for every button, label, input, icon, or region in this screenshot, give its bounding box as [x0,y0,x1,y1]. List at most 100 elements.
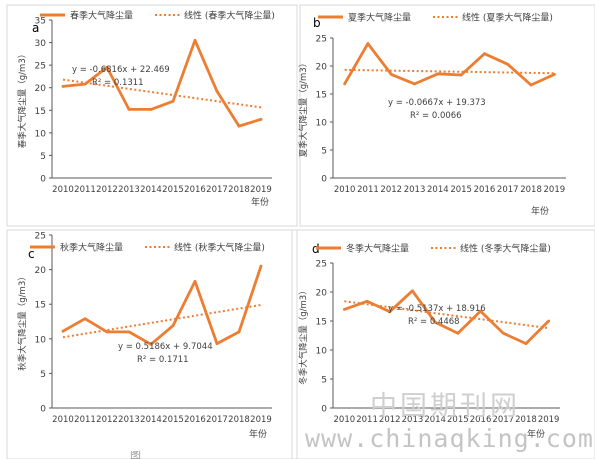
trend-line [344,300,549,330]
y-tick-label: 25 [35,62,46,72]
data-point [366,42,370,45]
data-point [365,299,369,303]
y-tick-label: 15 [35,107,46,117]
legend-label-trend: 线性 (秋季大气降尘量) [174,242,265,254]
data-point [436,72,440,76]
y-tick-label: 15 [316,91,327,101]
data-point [171,324,175,328]
x-axis-title: 年份 [251,196,269,208]
y-tick-label: 20 [35,84,47,94]
data-point [259,117,263,121]
data-point [552,73,556,76]
trend-equation: y = 0.5186x + 9.7044 [118,342,213,352]
data-point [456,331,460,335]
trend-equation: y = -0.5137x + 18.916 [388,304,486,314]
x-tick-label: 2018 [228,185,250,195]
y-tick-label: 10 [316,347,328,357]
trend-equation: y = -0.0667x + 19.373 [388,98,486,108]
series-line [62,265,263,346]
chart-frame [6,4,298,227]
y-tick-label: 10 [35,129,47,139]
x-tick-label: 2015 [447,415,469,425]
data-point [259,264,263,268]
data-point [193,38,197,42]
data-point [127,107,131,111]
data-point [193,279,197,283]
series-line [343,289,550,346]
data-point [105,330,109,334]
trend-line [344,68,555,75]
x-tick-label: 2012 [379,415,401,425]
x-tick-label: 2017 [206,415,228,425]
watermark-chinese: 中国期刊网 [370,391,520,422]
y-tick-label: 5 [40,152,46,162]
x-tick-label: 2019 [250,185,272,195]
x-tick-label: 2013 [402,415,424,425]
x-tick-label: 2012 [96,415,118,425]
x-tick-label: 2011 [357,185,379,195]
data-point [529,83,533,87]
x-tick-label: 2016 [474,185,496,195]
x-axis-title: 年份 [527,428,545,440]
x-tick-label: 2015 [450,185,472,195]
y-tick-label: 35 [35,17,46,27]
panel-letter: b [313,16,321,30]
data-point [413,82,416,86]
trend-r-squared: R² = 0.0066 [410,111,462,121]
data-point [105,66,109,69]
chart-frame [299,4,595,227]
x-tick-label: 2014 [424,415,446,425]
y-tick-label: 20 [35,266,47,276]
x-tick-label: 2018 [228,415,250,425]
panel-letter: c [28,247,35,261]
x-tick-label: 2014 [140,185,162,195]
data-point [483,52,486,56]
data-point [388,310,392,314]
data-point [506,62,510,66]
watermark-url: www.chinaqking.com [305,424,594,453]
x-axis-title: 年份 [249,428,267,440]
x-tick-label: 2011 [74,415,96,425]
y-tick-label: 5 [321,376,327,386]
panel-letter: a [32,21,39,35]
y-tick-label: 0 [40,175,46,185]
x-tick-label: 2012 [380,185,402,195]
x-tick-label: 2014 [140,415,162,425]
x-tick-label: 2012 [96,185,118,195]
legend-label-series: 夏季大气降尘量 [348,12,411,24]
chart-frame [6,229,298,459]
data-point [61,329,65,333]
data-point [127,330,131,334]
data-point [237,330,241,334]
data-point [342,308,346,311]
data-point [524,342,528,346]
x-tick-label: 2017 [497,185,519,195]
y-axis-title: 夏季大气降尘量（g/m3） [298,59,309,157]
legend-label-trend: 线性 (冬季大气降尘量) [460,243,551,255]
y-tick-label: 5 [40,370,46,380]
legend-label-trend: 线性 (春季大气降尘量) [184,10,275,22]
data-point [149,107,153,111]
y-tick-label: 10 [316,119,328,129]
trend-r-squared: R² = 0.1711 [137,355,189,365]
x-tick-label: 2010 [334,415,356,425]
y-axis-title: 春季大气降尘量（g/m3） [17,50,28,148]
data-point [411,289,414,293]
x-tick-label: 2010 [52,415,74,425]
y-tick-label: 15 [35,301,46,311]
x-tick-label: 2019 [538,415,560,425]
x-tick-label: 2015 [162,415,184,425]
x-tick-label: 2013 [404,185,426,195]
data-point [389,73,393,76]
figure-caption: 图 [130,451,141,459]
data-point [215,89,219,93]
data-point [433,320,437,324]
x-tick-label: 2010 [52,185,74,195]
y-tick-label: 10 [35,335,47,345]
y-tick-label: 20 [316,63,328,73]
data-point [501,331,505,335]
